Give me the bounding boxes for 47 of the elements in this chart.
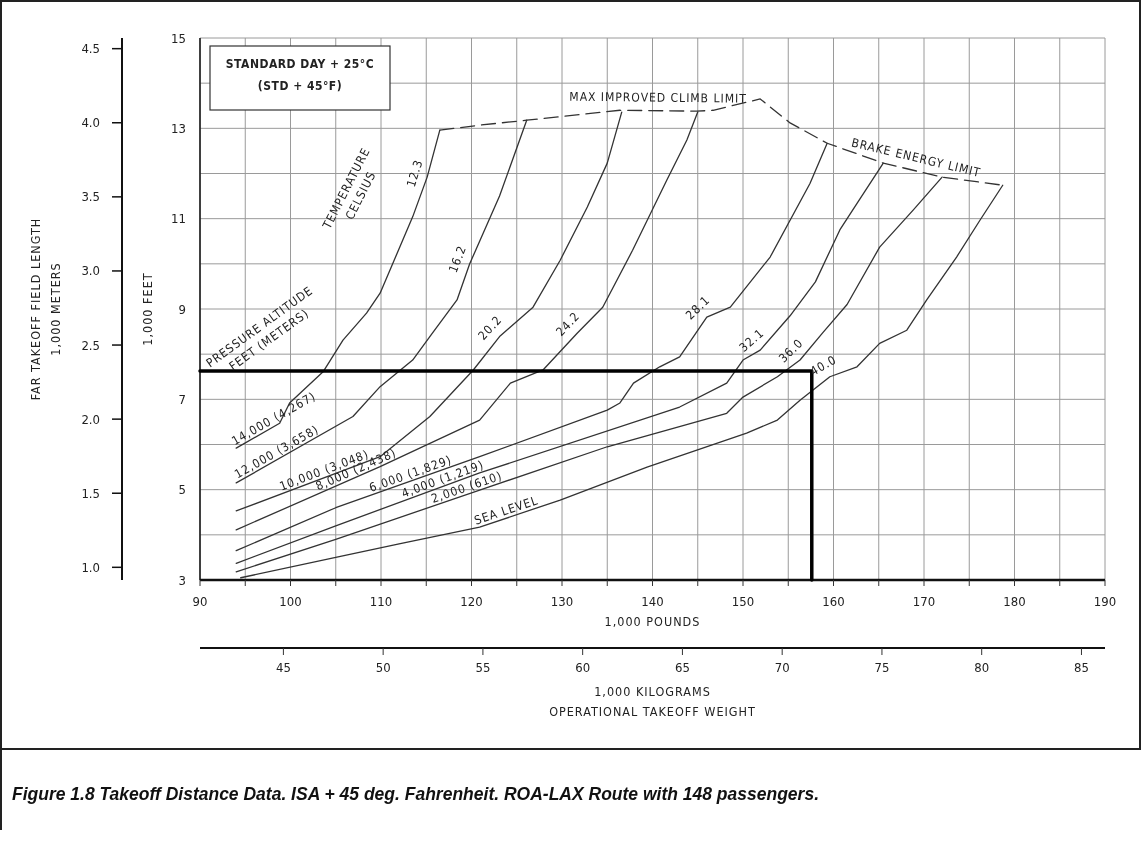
x2-tick-label: 85 [1074, 660, 1089, 675]
x-tick-label: 120 [460, 594, 483, 609]
annotation: 40.0 [807, 352, 840, 379]
annotation: BRAKE ENERGY LIMIT [850, 135, 983, 180]
x2-tick-label: 45 [275, 660, 291, 675]
text: SEA LEVEL [472, 493, 541, 528]
y2-tick-label: 2.5 [81, 337, 100, 353]
x-tick-label: 90 [192, 594, 208, 609]
x-axis-title: 1,000 POUNDS [604, 614, 701, 629]
x-tick-label: 160 [822, 594, 845, 609]
x-tick-label: 190 [1093, 594, 1117, 609]
x2-tick-label: 80 [974, 660, 990, 675]
caption: Figure 1.8 Takeoff Distance Data. ISA + 45 deg. Fahrenheit. ROA-LAX Route with 148 passengers. [12, 784, 819, 804]
y2-tick-label: 3.5 [81, 189, 100, 205]
y-tick-label: 11 [171, 211, 186, 227]
y-tick-label: 15 [171, 30, 186, 46]
y-tick-label: 5 [178, 482, 186, 498]
y2-axis-title: FAR TAKEOFF FIELD LENGTH 1,000 METERS [28, 217, 63, 401]
y2-tick-label: 4.5 [81, 41, 100, 57]
x-tick-label: 100 [279, 594, 302, 609]
y-axis-title: 1,000 FEET [140, 272, 155, 346]
y-tick-label: 3 [178, 572, 186, 588]
x2-tick-label: 55 [475, 660, 491, 675]
x2-tick-label: 50 [375, 660, 391, 675]
y2-tick-label: 3.0 [81, 263, 100, 279]
x-tick-label: 150 [731, 594, 755, 609]
y-tick-label: 7 [178, 391, 186, 407]
x2-tick-label: 65 [674, 660, 690, 675]
x-tick-label: 140 [641, 594, 664, 609]
annotation: MAX IMPROVED CLIMB LIMIT [569, 89, 747, 106]
annotation: 16.2 [445, 243, 470, 275]
x-tick-label: 130 [550, 594, 574, 609]
y2-tick-label: 2.0 [81, 411, 100, 427]
y-tick-label: 9 [178, 301, 186, 317]
x-tick-label: 170 [912, 594, 936, 609]
x2-axis-title: 1,000 KILOGRAMS OPERATIONAL TAKEOFF WEIGHT [549, 684, 756, 719]
y2-tick-label: 4.0 [81, 115, 100, 131]
annotation: STANDARD DAY + 25°C (STD + 45°F) [225, 57, 375, 93]
y2-tick-label: 1.0 [81, 559, 100, 575]
annotation: 12.3 [403, 157, 426, 189]
x2-tick-label: 60 [575, 660, 591, 675]
x2-tick-label: 75 [874, 660, 890, 675]
y2-tick-label: 1.5 [81, 485, 100, 501]
x-tick-label: 180 [1003, 594, 1026, 609]
x-tick-label: 110 [369, 594, 393, 609]
y-tick-label: 13 [171, 120, 186, 136]
x2-tick-label: 70 [774, 660, 790, 675]
